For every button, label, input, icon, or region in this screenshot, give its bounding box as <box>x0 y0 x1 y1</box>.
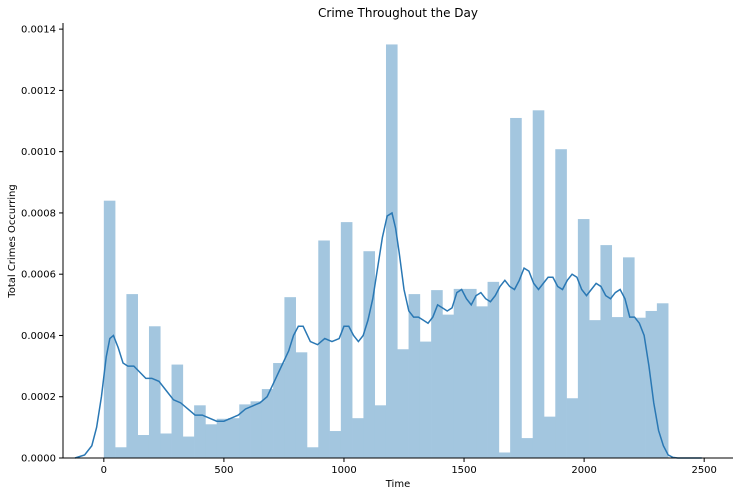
x-axis-title: Time <box>385 479 410 490</box>
histogram-bar <box>318 240 330 458</box>
histogram-bar <box>171 364 184 458</box>
y-tick-label: 0.0010 <box>21 147 56 158</box>
x-tick-label: 500 <box>214 465 233 476</box>
histogram-bar <box>487 281 500 458</box>
y-tick-label: 0.0014 <box>21 25 56 36</box>
histogram-bar <box>239 404 251 458</box>
histogram-bar <box>431 290 443 458</box>
histogram-bar <box>295 352 308 458</box>
histogram-bar <box>216 418 229 458</box>
histogram-bar <box>408 294 421 458</box>
histogram-bar <box>160 433 172 458</box>
histogram-bar <box>611 317 624 458</box>
histogram-bar <box>532 110 545 458</box>
histogram-bar <box>126 294 138 458</box>
y-tick-label: 0.0008 <box>21 208 56 219</box>
axes <box>62 23 733 459</box>
y-axis-ticks: 0.0000 0.0002 0.0004 0.0006 0.0008 0.0010 0.00… <box>21 25 63 465</box>
y-axis-title: Total Crimes Occurring <box>7 184 18 298</box>
histogram-bar <box>589 320 601 458</box>
x-tick-label: 2500 <box>691 465 716 476</box>
histogram-bar <box>137 435 150 458</box>
histogram-bar <box>148 326 161 458</box>
kde-line <box>74 211 702 459</box>
histogram-bar <box>656 303 669 458</box>
histogram-bar <box>284 297 296 458</box>
histogram-bar <box>363 251 376 458</box>
y-tick-label: 0.0012 <box>21 86 56 97</box>
y-tick-label: 0.0002 <box>21 392 56 403</box>
y-tick-label: 0.0000 <box>21 454 56 465</box>
histogram-bar <box>385 44 398 458</box>
x-tick-label: 1500 <box>451 465 476 476</box>
x-tick-label: 2000 <box>571 465 596 476</box>
y-tick-label: 0.0006 <box>21 270 56 281</box>
histogram-bar <box>577 219 590 458</box>
histogram-bar <box>194 405 206 458</box>
histogram-bar <box>453 288 466 458</box>
histogram-bar <box>555 149 567 458</box>
histogram-bar <box>273 363 285 458</box>
histogram-bar <box>227 418 240 458</box>
histogram-bar <box>634 317 646 458</box>
histogram-bar <box>442 314 455 458</box>
histogram-bar <box>476 306 488 458</box>
x-axis-ticks: 0 500 1000 1500 2000 2500 <box>101 458 717 476</box>
histogram-bar <box>465 288 477 458</box>
y-tick-label: 0.0004 <box>21 331 56 342</box>
histogram-bar <box>352 418 364 458</box>
histogram-bar <box>600 245 613 458</box>
chart-title: Crime Throughout the Day <box>318 6 478 20</box>
histogram-bar <box>544 416 556 458</box>
x-tick-label: 0 <box>101 465 107 476</box>
histogram-bar <box>261 389 274 458</box>
histogram-bar <box>419 341 432 458</box>
histogram-bar <box>250 401 263 458</box>
x-tick-label: 1000 <box>331 465 356 476</box>
histogram-bar <box>340 222 353 458</box>
histogram-bars <box>103 44 669 459</box>
histogram-bar <box>182 436 195 458</box>
histogram-bar <box>498 452 511 458</box>
histogram-bar <box>103 200 116 458</box>
histogram-bar <box>566 398 579 458</box>
histogram-bar <box>306 447 319 458</box>
histogram-bar <box>374 405 387 458</box>
histogram-bar <box>521 438 534 458</box>
histogram-bar <box>329 431 342 458</box>
histogram-bar <box>623 257 635 458</box>
histogram-bar <box>205 424 217 458</box>
histogram-bar <box>115 447 127 458</box>
histogram-bar <box>397 349 409 458</box>
